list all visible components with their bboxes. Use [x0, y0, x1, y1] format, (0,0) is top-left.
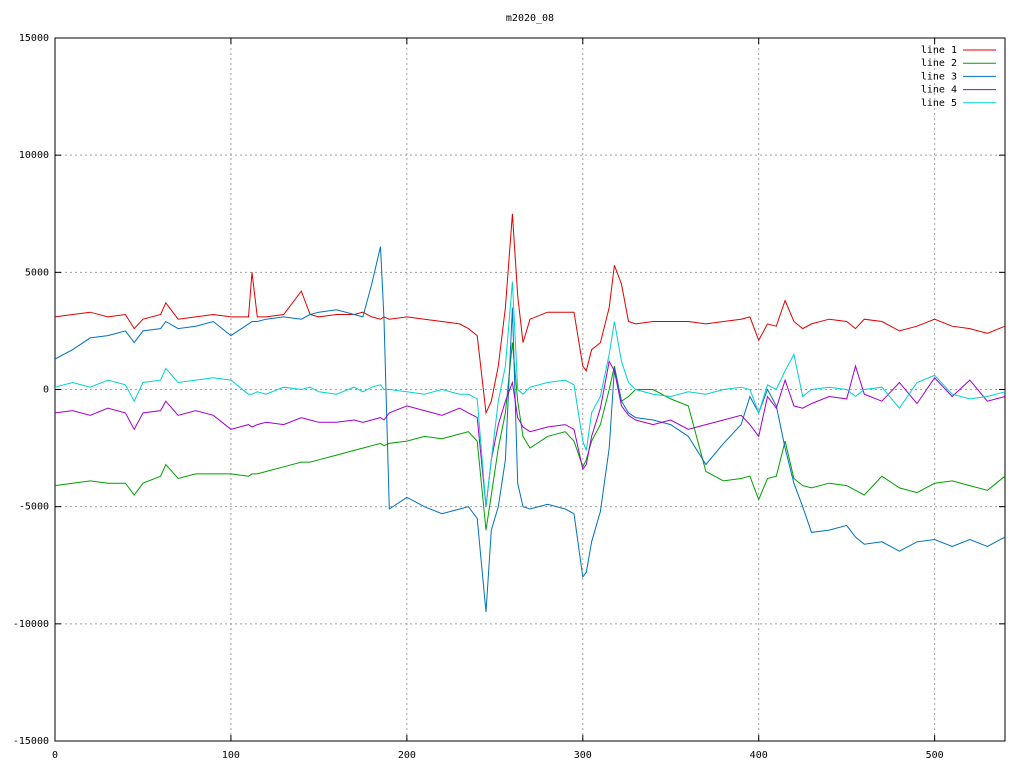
data-line — [54, 359, 1006, 507]
x-tick-label: 100 — [222, 750, 240, 761]
legend-label: line 3 — [921, 71, 957, 82]
y-tick-label: -15000 — [13, 736, 49, 747]
legend-label: line 2 — [921, 58, 957, 69]
plot-frame — [54, 37, 1006, 742]
y-tick-label: 5000 — [25, 267, 49, 278]
legend-label: line 4 — [921, 85, 957, 96]
chart-title: m2020_08 — [506, 13, 554, 24]
x-tick-label: 400 — [750, 750, 768, 761]
x-tick-label: 500 — [926, 750, 944, 761]
y-tick-label: -10000 — [13, 619, 49, 630]
x-tick-label: 300 — [574, 750, 592, 761]
data-line — [54, 281, 1006, 507]
data-line — [54, 342, 1006, 531]
data-line — [54, 246, 1006, 613]
legend-label: line 1 — [921, 45, 957, 56]
x-tick-label: 0 — [52, 750, 58, 761]
y-tick-label: 10000 — [19, 150, 49, 161]
data-line — [54, 213, 1006, 415]
y-tick-label: 0 — [43, 385, 49, 396]
y-tick-label: 15000 — [19, 33, 49, 44]
legend-label: line 5 — [921, 98, 957, 109]
x-tick-label: 200 — [398, 750, 416, 761]
y-tick-label: -5000 — [19, 502, 49, 513]
